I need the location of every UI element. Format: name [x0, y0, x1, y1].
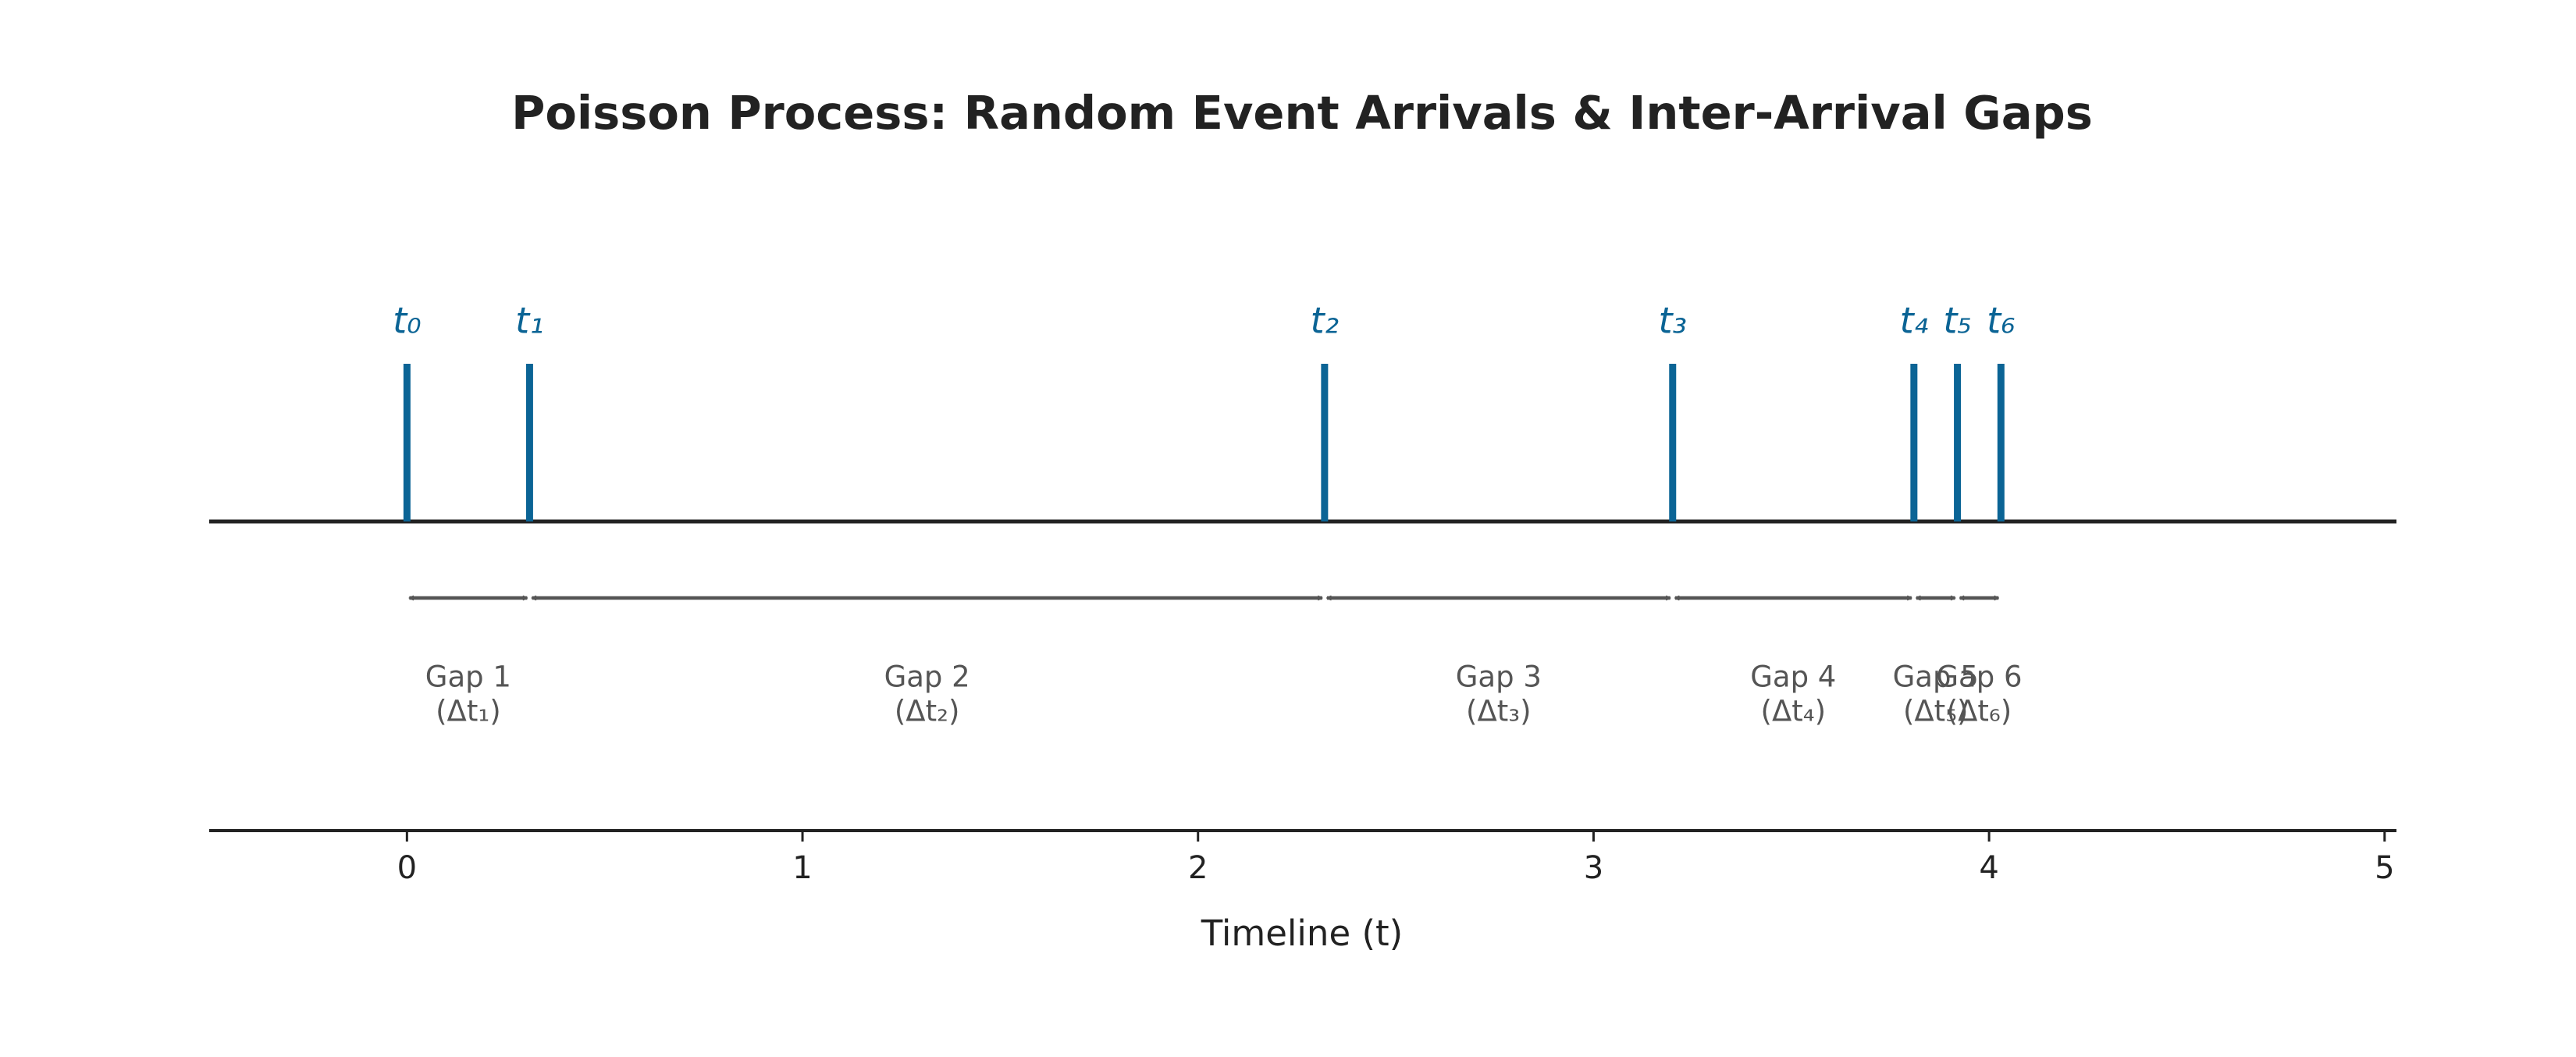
x-tick-label: 5	[2375, 850, 2394, 886]
gap-symbol: (Δt₅)	[1903, 695, 1969, 728]
gap-symbol: (Δt₄)	[1761, 695, 1827, 728]
x-axis-title: Timeline (t)	[1201, 913, 1403, 954]
x-tick-label: 3	[1584, 850, 1603, 886]
event-label: t₄	[1900, 300, 1928, 342]
chart-title: Poisson Process: Random Event Arrivals &…	[511, 86, 2093, 140]
event-label: t₁	[515, 300, 543, 342]
x-tick-label: 2	[1188, 850, 1208, 886]
event-label: t₂	[1311, 300, 1339, 342]
gap-label: Gap 6	[1936, 660, 2022, 694]
x-tick-label: 1	[792, 850, 812, 886]
event-label: t₆	[1987, 300, 2015, 342]
gap-label: Gap 2	[884, 660, 970, 694]
gap-label: Gap 1	[425, 660, 511, 694]
gap-symbol: (Δt₁)	[436, 695, 501, 728]
gap-symbol: (Δt₂)	[895, 695, 960, 728]
x-tick-label: 4	[1979, 850, 1998, 886]
gap-label: Gap 4	[1750, 660, 1836, 694]
event-label: t₅	[1943, 300, 1971, 342]
gap-symbol: (Δt₃)	[1466, 695, 1532, 728]
gap-symbol: (Δt₆)	[1947, 695, 2012, 728]
x-tick-label: 0	[397, 850, 417, 886]
event-label: t₀	[393, 300, 421, 342]
gap-label: Gap 3	[1456, 660, 1542, 694]
gap-label: Gap 5	[1893, 660, 1979, 694]
event-label: t₃	[1659, 300, 1687, 342]
